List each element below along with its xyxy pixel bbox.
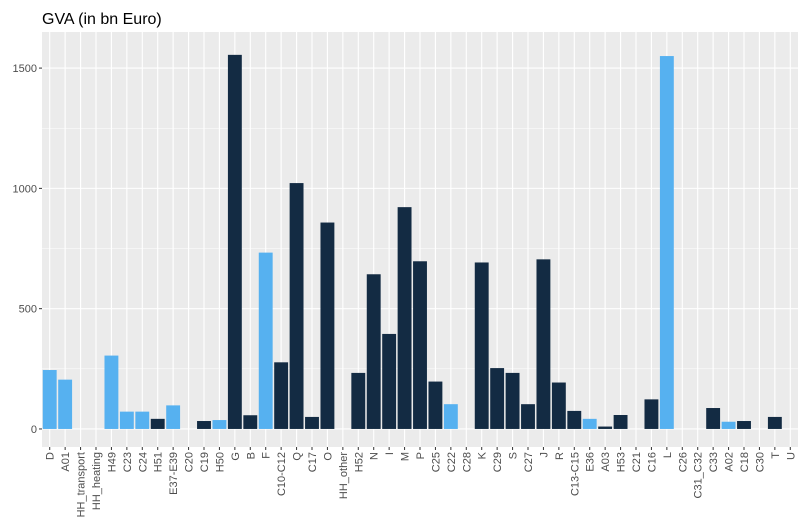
bar: [305, 416, 319, 429]
bar: [166, 405, 181, 429]
bar: [582, 418, 597, 429]
x-tick-label: K: [477, 451, 489, 459]
bar: [197, 421, 211, 429]
x-tick-label: H53: [616, 452, 628, 472]
x-tick-label: H49: [106, 452, 118, 472]
x-tick-label: E37-E39: [168, 452, 180, 495]
x-tick-label: C22: [446, 452, 458, 472]
x-tick-label: H50: [214, 452, 226, 472]
x-tick-label: H51: [153, 452, 165, 472]
y-tick-label: 1500: [13, 63, 37, 75]
bar: [289, 183, 304, 429]
x-tick-label: HH_transport: [76, 452, 88, 517]
x-tick-label: C21: [631, 452, 643, 472]
x-tick-label: T: [770, 452, 782, 459]
bar: [721, 421, 736, 429]
bar: [706, 408, 721, 429]
bar: [135, 411, 150, 429]
bar: [227, 54, 242, 429]
bar: [104, 355, 119, 429]
bar: [659, 56, 674, 429]
x-tick-label: C16: [646, 452, 658, 472]
x-tick-label: C17: [307, 452, 319, 472]
x-tick-label: C24: [137, 452, 149, 472]
x-tick-label: L: [662, 452, 674, 458]
x-tick-label: S: [508, 452, 520, 459]
bar: [521, 404, 535, 429]
x-tick-label: HH_other: [338, 452, 350, 499]
bar: [119, 411, 134, 429]
x-tick-label: P: [415, 452, 427, 459]
bar: [428, 381, 443, 429]
x-tick-label: HH_heating: [91, 452, 103, 510]
x-tick-label: N: [369, 452, 381, 460]
bar: [598, 426, 613, 429]
x-tick-label: D: [45, 452, 57, 460]
x-tick-label: H52: [353, 452, 365, 472]
x-tick-label: C19: [199, 452, 211, 472]
bar: [258, 252, 273, 429]
bar: [58, 379, 73, 429]
chart-title: GVA (in bn Euro): [42, 11, 162, 28]
x-tick-label: F: [261, 452, 273, 459]
x-tick-label: C27: [523, 452, 535, 472]
y-tick-label: 0: [31, 424, 37, 436]
bar: [644, 399, 659, 429]
y-tick-label: 500: [19, 304, 37, 316]
bar: [474, 262, 489, 429]
y-tick-label: 1000: [13, 183, 37, 195]
bar: [767, 416, 782, 429]
bar: [42, 370, 57, 429]
bar: [351, 372, 366, 429]
x-tick-label: C26: [677, 452, 689, 472]
bar: [243, 415, 258, 429]
bar: [150, 418, 165, 429]
bar: [413, 261, 427, 429]
bar: [397, 207, 412, 429]
x-tick-label: C33: [708, 452, 720, 472]
x-tick-label: A02: [724, 452, 736, 472]
x-tick-label: U: [785, 452, 797, 460]
bar: [443, 404, 458, 429]
bar: [490, 368, 505, 429]
x-tick-label: O: [322, 452, 334, 461]
x-tick-label: A01: [60, 452, 72, 472]
x-tick-label: G: [230, 452, 242, 461]
bar: [551, 382, 566, 429]
x-tick-label: C28: [461, 452, 473, 472]
bar: [613, 415, 628, 429]
bar: [320, 222, 335, 429]
x-tick-label: C25: [430, 452, 442, 472]
bar: [737, 421, 751, 429]
x-tick-label: E36: [585, 452, 597, 472]
bar: [366, 274, 381, 429]
bar: [567, 410, 582, 429]
x-tick-label: C10-C12: [276, 452, 288, 496]
bar: [536, 259, 551, 429]
x-tick-label: I: [384, 452, 396, 455]
x-tick-label: C23: [122, 452, 134, 472]
x-tick-label: C20: [184, 452, 196, 472]
bar: [274, 362, 289, 429]
x-tick-label: C18: [739, 452, 751, 472]
x-tick-label: C31_C32: [693, 452, 705, 498]
bar: [212, 420, 227, 429]
x-tick-label: Q: [292, 452, 304, 461]
bar: [382, 333, 397, 429]
x-tick-label: R: [554, 452, 566, 460]
bar: [505, 372, 520, 429]
x-tick-label: C30: [754, 452, 766, 472]
x-tick-label: C13-C15: [569, 452, 581, 496]
x-tick-label: C29: [492, 452, 504, 472]
x-tick-label: M: [400, 452, 412, 461]
x-tick-label: B: [245, 452, 257, 459]
x-tick-label: J: [538, 452, 550, 458]
x-tick-label: A03: [600, 452, 612, 472]
